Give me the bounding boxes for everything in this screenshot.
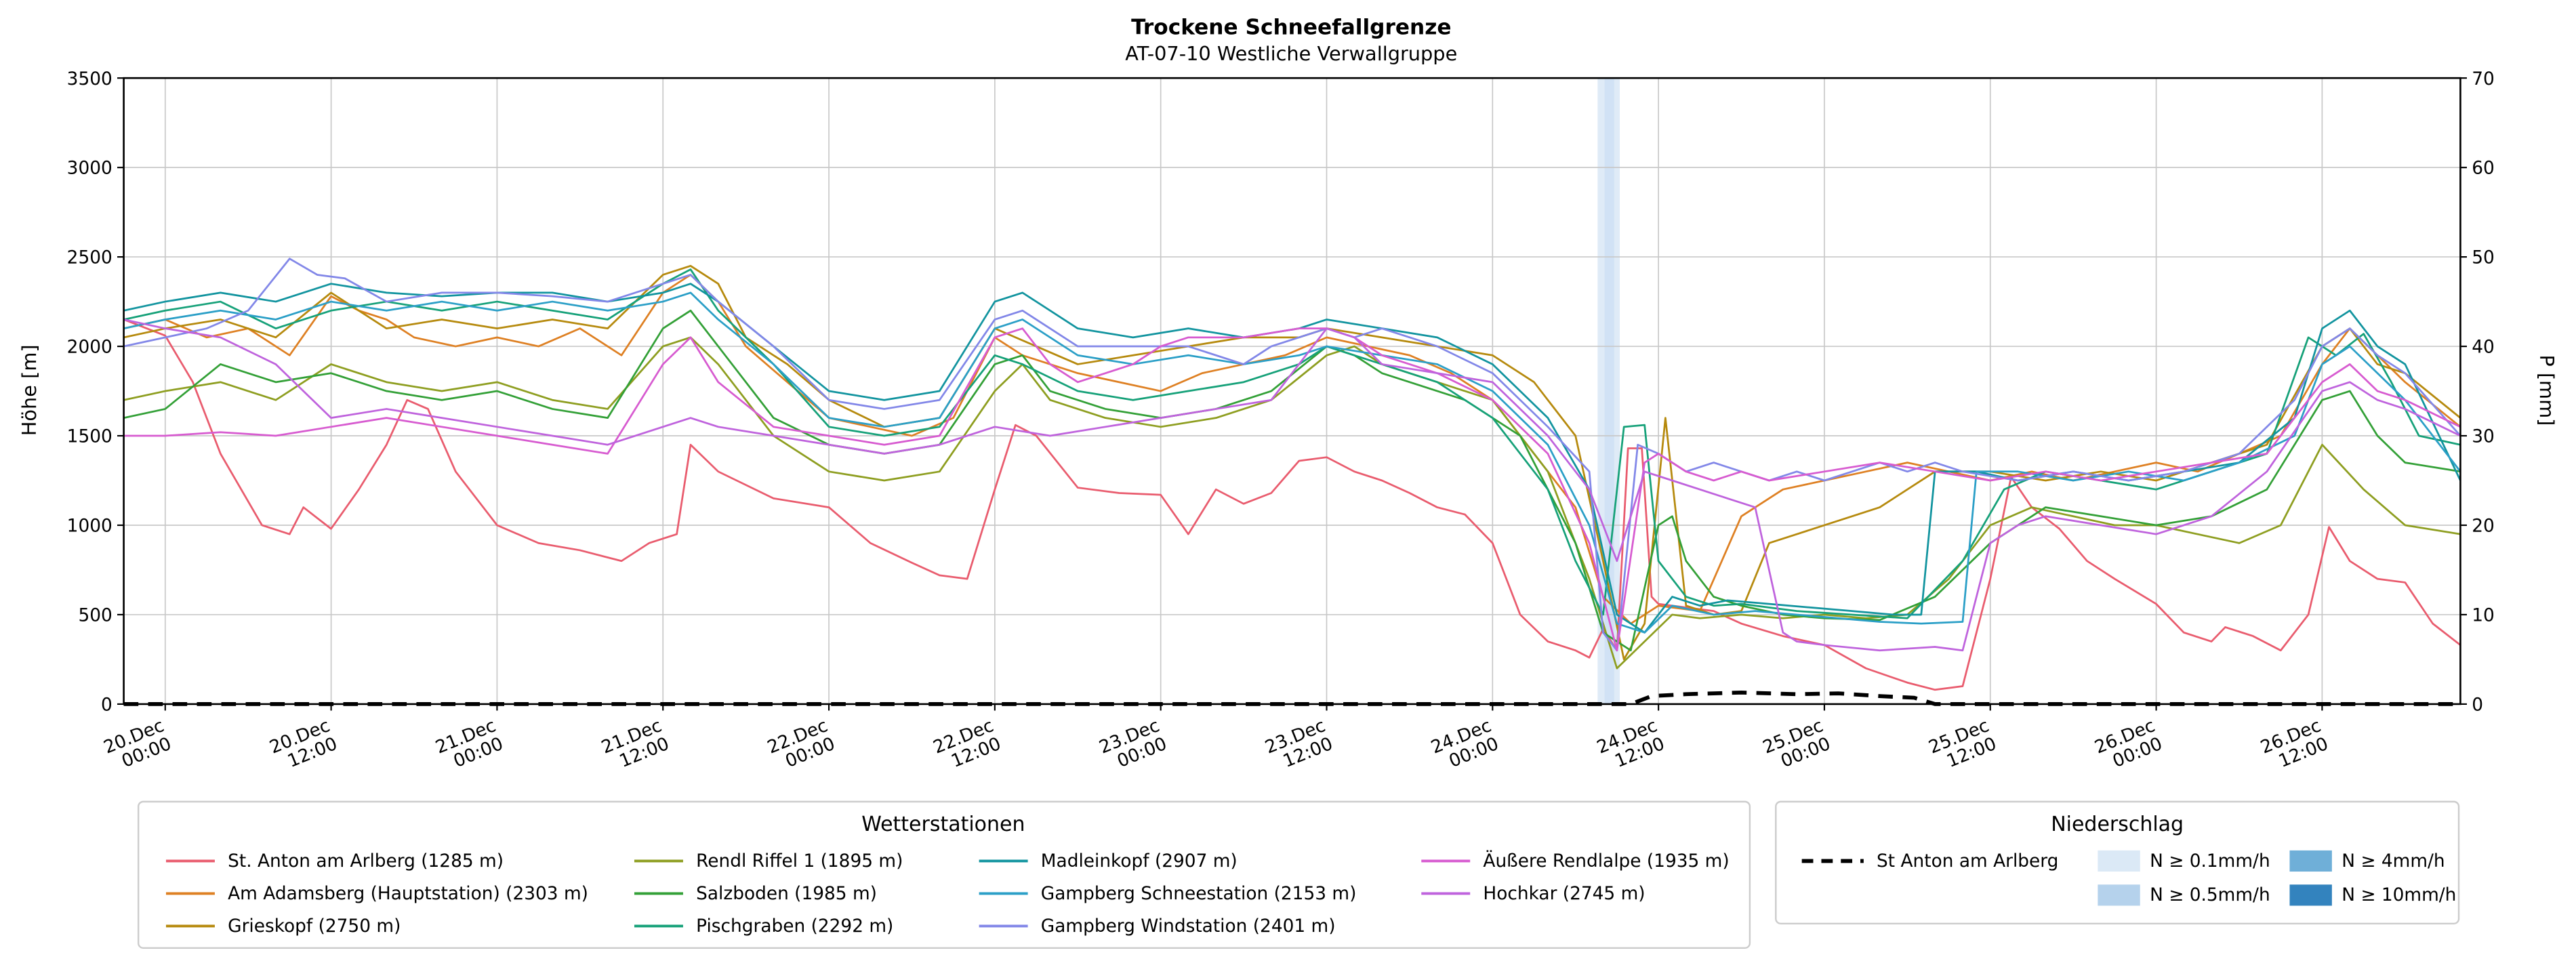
legend-patch-label: N ≥ 0.5mm/h <box>2150 885 2270 905</box>
series-line-5 <box>123 268 2461 619</box>
ytick-label-right: 60 <box>2472 159 2495 179</box>
ytick-label-left: 3000 <box>67 159 113 179</box>
xtick-label: 22.Dec00:00 <box>764 716 838 776</box>
plot-frame <box>123 77 2461 706</box>
series-line-8 <box>123 258 2461 652</box>
stations-legend-title: Wetterstationen <box>861 813 1025 836</box>
ytick-label-right: 30 <box>2472 427 2495 447</box>
xtick-label: 23.Dec00:00 <box>1097 716 1170 776</box>
ytick-label-left: 2000 <box>67 338 113 358</box>
gridlines <box>123 77 2461 705</box>
series-line-6 <box>123 283 2461 634</box>
precip-legend-title: Niederschlag <box>2051 813 2184 836</box>
axes-frame <box>123 77 2461 706</box>
ytick-label-left: 1500 <box>67 427 113 447</box>
legend-patch-label: N ≥ 4mm/h <box>2342 851 2445 872</box>
legend-item-label: St. Anton am Arlberg (1285 m) <box>228 851 504 872</box>
legend-item-label: Pischgraben (2292 m) <box>696 916 893 937</box>
xtick-label: 23.Dec12:00 <box>1263 716 1336 776</box>
series-line-1 <box>123 274 2461 625</box>
ytick-label-right: 70 <box>2472 69 2495 89</box>
xtick-label: 26.Dec12:00 <box>2258 716 2331 776</box>
legend-item-label: Gampberg Windstation (2401 m) <box>1041 916 1336 937</box>
legend-patch <box>2289 884 2332 906</box>
precip-legend-items: St Anton am Arlberg N ≥ 0.1mm/h N ≥ 0.5mm/… <box>1801 850 2456 906</box>
xtick-label: 21.Dec00:00 <box>433 716 506 776</box>
chart-subtitle: AT-07-10 Westliche Verwallgruppe <box>1125 42 1457 65</box>
xtick-label: 24.Dec00:00 <box>1428 716 1501 776</box>
legend-patch-label: N ≥ 0.1mm/h <box>2150 851 2270 872</box>
series-line-7 <box>123 291 2461 634</box>
y-axis-label-right: P [mm] <box>2535 354 2558 426</box>
legend-item-label: Äußere Rendlalpe (1935 m) <box>1483 850 1729 872</box>
ytick-label-left: 3500 <box>67 69 113 89</box>
axis-ticks-and-labels: 0 500 1000 1500 2000 2500 3000 3500 0 10 20 30 40 50 6… <box>67 69 2495 776</box>
legend-item-label: Madleinkopf (2907 m) <box>1041 851 1238 872</box>
xtick-label: 25.Dec00:00 <box>1760 716 1833 776</box>
series-line-0 <box>123 319 2461 691</box>
ytick-label-left: 0 <box>101 695 113 716</box>
precip-line <box>123 690 2461 706</box>
legend-item-label: Am Adamsberg (Hauptstation) (2303 m) <box>228 884 588 904</box>
legend-item-label: Rendl Riffel 1 (1895 m) <box>696 851 903 872</box>
ytick-label-right: 10 <box>2472 606 2495 626</box>
legend-item-label: Hochkar (2745 m) <box>1483 884 1645 904</box>
ytick-label-left: 500 <box>78 606 112 626</box>
series-line-4 <box>123 309 2461 652</box>
legend-item-label: Gampberg Schneestation (2153 m) <box>1041 884 1357 904</box>
legend-item-label: Grieskopf (2750 m) <box>228 916 401 937</box>
ytick-label-right: 50 <box>2472 248 2495 268</box>
stations-legend-items: St. Anton am Arlberg (1285 m) Am Adamsber… <box>165 850 1730 937</box>
ytick-label-left: 2500 <box>67 248 113 268</box>
legend-patch <box>2289 850 2332 872</box>
xtick-label: 20.Dec12:00 <box>267 716 340 776</box>
y-axis-label-left: Höhe [m] <box>18 344 41 436</box>
ytick-label-right: 40 <box>2472 338 2495 358</box>
xtick-label: 24.Dec12:00 <box>1594 716 1667 776</box>
precipitation-dashed-line <box>123 690 2461 706</box>
series-line-2 <box>123 264 2461 661</box>
series-line-9 <box>123 327 2461 652</box>
chart-title: Trockene Schneefallgrenze <box>1131 15 1451 39</box>
legend-patch-label: N ≥ 10mm/h <box>2342 885 2456 905</box>
series-line-10 <box>123 319 2461 652</box>
ytick-label-right: 0 <box>2472 695 2483 716</box>
legend-patch <box>2098 884 2140 906</box>
station-lines <box>123 258 2461 691</box>
series-line-3 <box>123 336 2461 670</box>
xtick-label: 22.Dec12:00 <box>931 716 1004 776</box>
legend-precip-line-label: St Anton am Arlberg <box>1877 851 2058 872</box>
ytick-label-left: 1000 <box>67 516 113 537</box>
xtick-label: 20.Dec00:00 <box>101 716 174 776</box>
legend-item-label: Salzboden (1985 m) <box>696 884 877 904</box>
legend-patch <box>2098 850 2140 872</box>
xtick-label: 26.Dec00:00 <box>2092 716 2165 776</box>
ytick-label-right: 20 <box>2472 516 2495 537</box>
xtick-label: 21.Dec12:00 <box>598 716 672 776</box>
stations-legend-box <box>137 800 1751 949</box>
xtick-label: 25.Dec12:00 <box>1926 716 1999 776</box>
